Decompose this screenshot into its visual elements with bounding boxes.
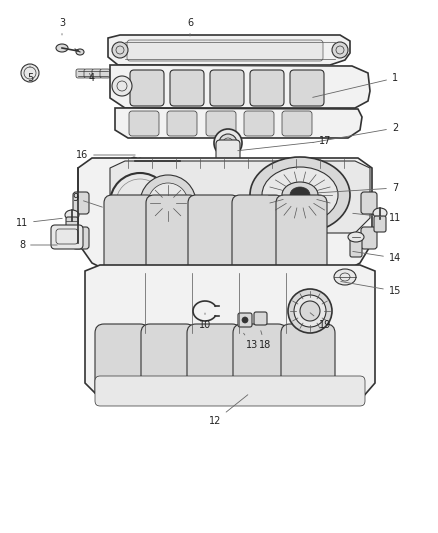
FancyBboxPatch shape — [92, 69, 102, 78]
Ellipse shape — [65, 210, 79, 220]
FancyBboxPatch shape — [281, 324, 335, 400]
Polygon shape — [115, 108, 362, 138]
Ellipse shape — [112, 76, 132, 96]
Ellipse shape — [282, 182, 318, 208]
Text: 4: 4 — [89, 73, 95, 83]
Ellipse shape — [334, 269, 356, 285]
Ellipse shape — [137, 158, 143, 164]
Polygon shape — [78, 158, 372, 271]
FancyBboxPatch shape — [374, 216, 386, 232]
Text: 19: 19 — [310, 313, 331, 330]
FancyBboxPatch shape — [95, 324, 149, 400]
Ellipse shape — [140, 175, 196, 231]
Text: 9: 9 — [72, 193, 102, 207]
Ellipse shape — [242, 317, 248, 323]
FancyBboxPatch shape — [76, 69, 86, 78]
FancyBboxPatch shape — [84, 69, 94, 78]
FancyBboxPatch shape — [167, 111, 197, 136]
Ellipse shape — [214, 129, 242, 157]
Ellipse shape — [112, 42, 128, 58]
FancyBboxPatch shape — [127, 40, 323, 61]
Text: 12: 12 — [209, 395, 248, 426]
Text: 18: 18 — [259, 330, 271, 350]
Ellipse shape — [250, 157, 350, 233]
FancyBboxPatch shape — [250, 70, 284, 106]
Ellipse shape — [348, 232, 364, 242]
FancyBboxPatch shape — [282, 111, 312, 136]
Ellipse shape — [373, 208, 387, 218]
FancyBboxPatch shape — [104, 195, 155, 273]
FancyBboxPatch shape — [361, 227, 377, 249]
FancyBboxPatch shape — [130, 70, 164, 106]
FancyBboxPatch shape — [206, 111, 236, 136]
Ellipse shape — [290, 187, 310, 203]
Text: 7: 7 — [318, 183, 398, 193]
Polygon shape — [85, 265, 375, 405]
FancyBboxPatch shape — [238, 313, 252, 327]
Text: 11: 11 — [16, 218, 62, 228]
Polygon shape — [110, 65, 370, 108]
FancyBboxPatch shape — [66, 217, 78, 233]
Ellipse shape — [300, 301, 320, 321]
Ellipse shape — [21, 64, 39, 82]
FancyBboxPatch shape — [276, 195, 327, 273]
FancyBboxPatch shape — [129, 111, 159, 136]
FancyBboxPatch shape — [188, 195, 239, 273]
Text: 2: 2 — [313, 123, 398, 142]
FancyBboxPatch shape — [95, 376, 365, 406]
Text: 8: 8 — [19, 240, 57, 250]
Ellipse shape — [56, 44, 68, 52]
Text: 10: 10 — [199, 313, 211, 330]
FancyBboxPatch shape — [187, 324, 241, 400]
FancyBboxPatch shape — [232, 195, 283, 273]
Text: 15: 15 — [341, 281, 401, 296]
FancyBboxPatch shape — [244, 111, 274, 136]
FancyBboxPatch shape — [233, 324, 287, 400]
FancyBboxPatch shape — [100, 69, 110, 78]
FancyBboxPatch shape — [210, 70, 244, 106]
Ellipse shape — [294, 295, 326, 327]
FancyBboxPatch shape — [216, 140, 240, 162]
Text: 11: 11 — [353, 213, 401, 223]
Ellipse shape — [148, 183, 188, 223]
FancyBboxPatch shape — [141, 324, 195, 400]
FancyBboxPatch shape — [73, 192, 89, 214]
Ellipse shape — [332, 42, 348, 58]
Ellipse shape — [76, 49, 84, 55]
Ellipse shape — [288, 289, 332, 333]
Text: 17: 17 — [238, 136, 331, 151]
Polygon shape — [110, 161, 370, 233]
Text: 6: 6 — [187, 18, 193, 36]
FancyBboxPatch shape — [170, 70, 204, 106]
Text: 16: 16 — [76, 150, 135, 160]
Ellipse shape — [219, 134, 237, 152]
FancyBboxPatch shape — [350, 235, 362, 257]
FancyBboxPatch shape — [51, 225, 83, 249]
Text: 14: 14 — [353, 252, 401, 263]
Ellipse shape — [130, 157, 138, 165]
Text: 3: 3 — [59, 18, 65, 35]
FancyBboxPatch shape — [290, 70, 324, 106]
FancyBboxPatch shape — [361, 192, 377, 214]
Text: 5: 5 — [27, 66, 33, 83]
Ellipse shape — [262, 167, 338, 223]
Text: 1: 1 — [313, 73, 398, 98]
Text: 13: 13 — [244, 333, 258, 350]
FancyBboxPatch shape — [73, 227, 89, 249]
Polygon shape — [108, 35, 350, 65]
FancyBboxPatch shape — [146, 195, 197, 273]
Ellipse shape — [223, 138, 233, 148]
FancyBboxPatch shape — [254, 312, 267, 325]
